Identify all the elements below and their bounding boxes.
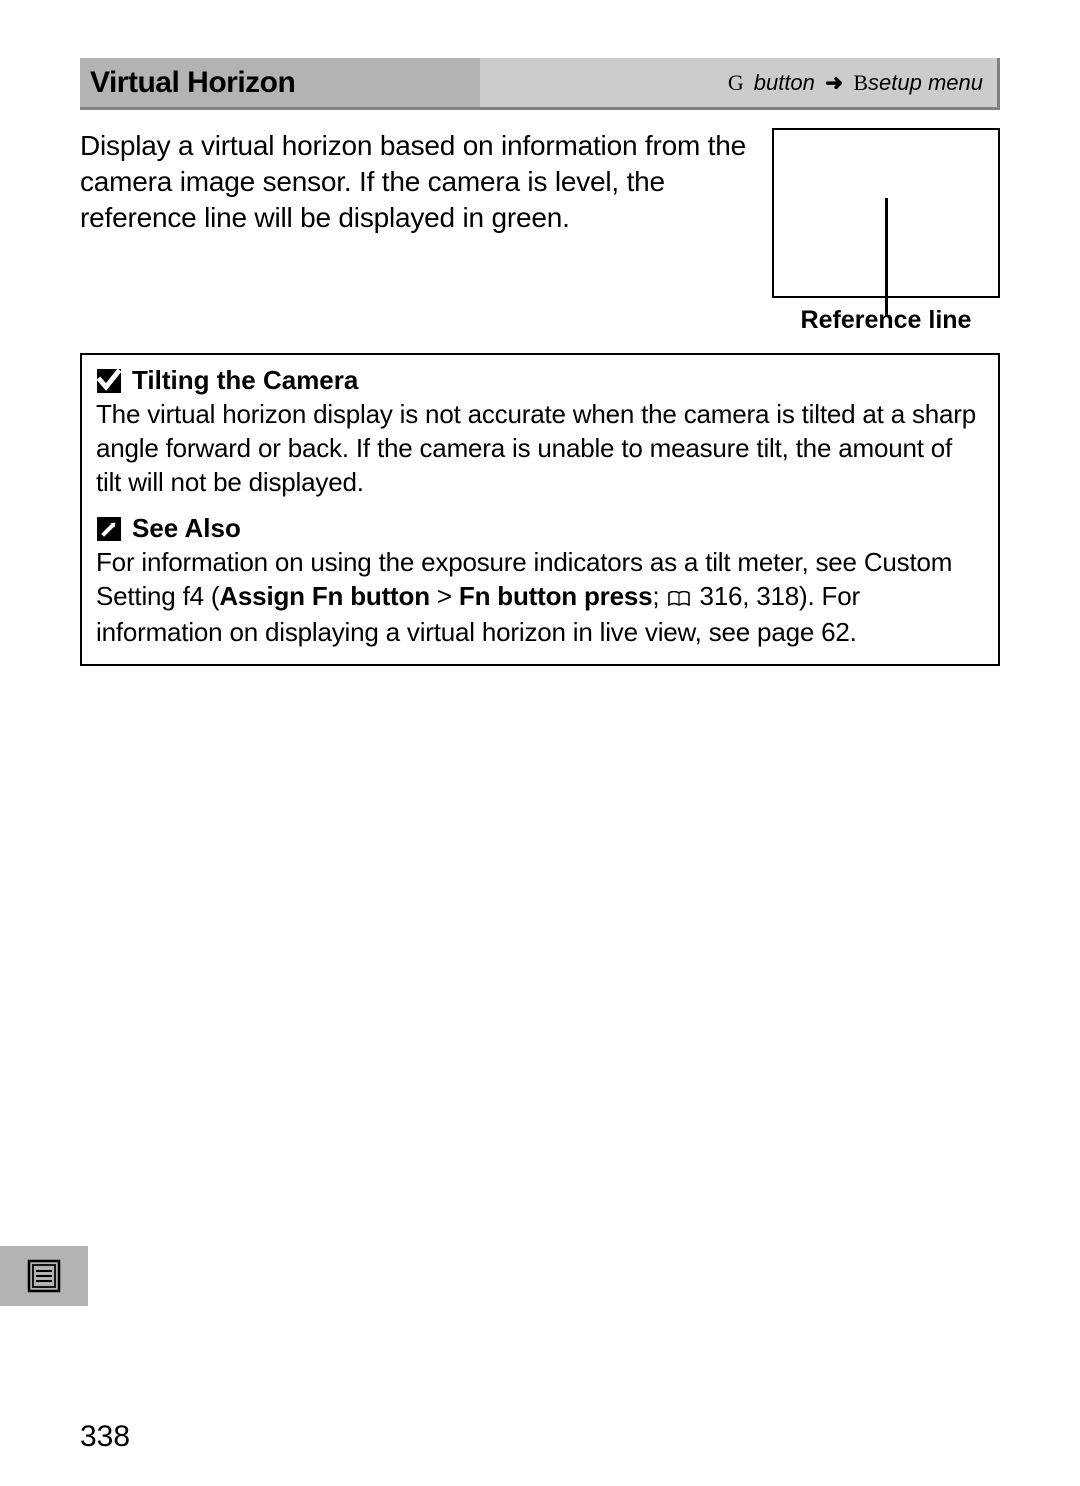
arrow-icon: ➜ — [825, 70, 843, 96]
see-also-gt: > — [430, 581, 459, 611]
note-title: See Also — [132, 513, 241, 544]
note-tilting: Tilting the Camera The virtual horizon d… — [96, 365, 984, 499]
body-row: Display a virtual horizon based on infor… — [80, 128, 1000, 335]
section-title: Virtual Horizon — [90, 66, 295, 100]
manual-page: Virtual Horizon G button ➜ Bsetup menu D… — [0, 0, 1080, 1486]
section-header-nav: G button ➜ Bsetup menu — [480, 58, 997, 107]
see-also-bold1: Assign Fn button — [219, 581, 430, 611]
section-header-left: Virtual Horizon — [80, 58, 480, 107]
page-number: 338 — [80, 1420, 130, 1454]
chapter-tab — [0, 1246, 88, 1306]
nav-g-symbol: G — [728, 70, 744, 96]
section-header: Virtual Horizon G button ➜ Bsetup menu — [80, 58, 1000, 110]
book-icon — [668, 582, 690, 616]
nav-b-symbol: B — [853, 70, 868, 95]
note-title-row: Tilting the Camera — [96, 365, 984, 396]
note-body: For information on using the exposure in… — [96, 546, 984, 649]
see-also-bold2: Fn button press — [459, 581, 652, 611]
pencil-icon — [96, 516, 122, 542]
note-title: Tilting the Camera — [132, 365, 358, 396]
note-title-row: See Also — [96, 513, 984, 544]
see-also-mid: ; — [652, 581, 666, 611]
note-body: The virtual horizon display is not accur… — [96, 398, 984, 499]
setup-menu-icon — [27, 1259, 61, 1293]
intro-text: Display a virtual horizon based on infor… — [80, 128, 748, 235]
diagram-column: Reference line — [772, 128, 1000, 335]
notes-box: Tilting the Camera The virtual horizon d… — [80, 353, 1000, 666]
nav-setup-label: setup menu — [868, 70, 983, 95]
reference-line — [885, 198, 888, 316]
note-see-also: See Also For information on using the ex… — [96, 513, 984, 649]
reference-line-diagram — [772, 128, 1000, 298]
warning-check-icon — [96, 368, 122, 394]
nav-button-label: button — [754, 70, 815, 96]
